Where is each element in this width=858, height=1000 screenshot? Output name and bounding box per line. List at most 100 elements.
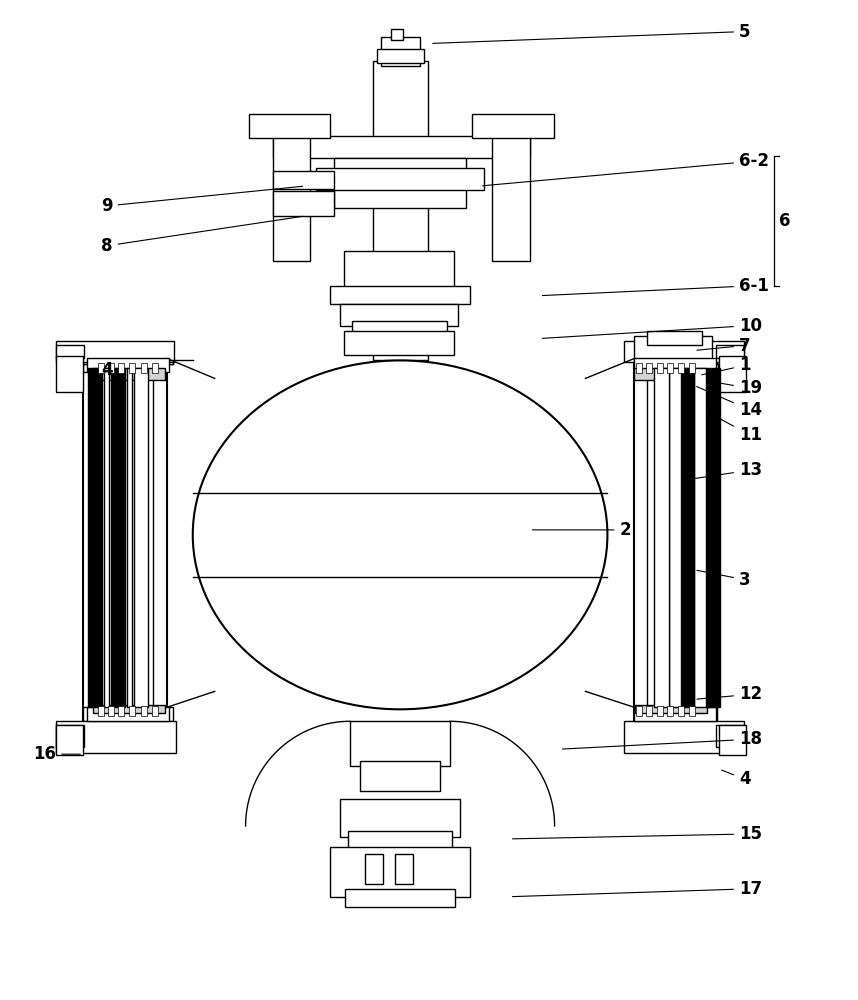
- Text: 10: 10: [542, 317, 762, 338]
- Bar: [635, 705, 707, 713]
- Bar: [273, 136, 529, 158]
- Bar: [344, 331, 454, 355]
- Bar: [647, 331, 702, 345]
- Text: 19: 19: [707, 379, 762, 397]
- Text: 3: 3: [697, 570, 751, 589]
- Bar: [719, 725, 746, 755]
- Bar: [341, 799, 460, 837]
- Bar: [706, 368, 720, 707]
- Text: 16: 16: [33, 745, 81, 763]
- Text: 18: 18: [562, 730, 762, 749]
- Text: 7: 7: [697, 337, 751, 355]
- Bar: [634, 358, 717, 364]
- Bar: [634, 358, 716, 372]
- Bar: [83, 707, 172, 721]
- Bar: [57, 721, 176, 753]
- Bar: [129, 706, 135, 716]
- Bar: [57, 345, 84, 358]
- Bar: [88, 707, 169, 721]
- Bar: [716, 345, 744, 358]
- Bar: [249, 114, 330, 138]
- Bar: [111, 368, 125, 707]
- Bar: [118, 363, 124, 373]
- Bar: [108, 706, 114, 716]
- Bar: [57, 356, 83, 392]
- Bar: [381, 37, 420, 66]
- Bar: [378, 49, 424, 63]
- Bar: [472, 114, 553, 138]
- Bar: [345, 889, 455, 907]
- Text: 5: 5: [432, 23, 751, 43]
- Bar: [335, 158, 466, 208]
- Bar: [57, 341, 174, 362]
- Bar: [668, 363, 674, 373]
- Bar: [98, 706, 104, 716]
- Bar: [152, 363, 158, 373]
- Bar: [118, 706, 124, 716]
- Text: 4: 4: [101, 361, 112, 379]
- Bar: [93, 368, 165, 380]
- Text: 6-1: 6-1: [542, 277, 769, 296]
- Bar: [57, 725, 84, 747]
- Text: 6-2: 6-2: [482, 152, 769, 186]
- Bar: [341, 304, 458, 326]
- Text: 15: 15: [512, 825, 762, 843]
- Bar: [127, 368, 132, 707]
- Bar: [353, 321, 447, 336]
- Text: 9: 9: [101, 186, 303, 215]
- Bar: [104, 368, 109, 707]
- Text: 17: 17: [512, 880, 762, 898]
- Text: 13: 13: [687, 461, 762, 480]
- Bar: [152, 706, 158, 716]
- Bar: [366, 854, 384, 884]
- Bar: [678, 706, 684, 716]
- Bar: [625, 341, 744, 362]
- Bar: [348, 831, 452, 851]
- Bar: [350, 721, 450, 766]
- Bar: [637, 706, 643, 716]
- Bar: [273, 191, 335, 216]
- Bar: [634, 364, 718, 372]
- Text: 1: 1: [702, 356, 751, 375]
- Bar: [88, 368, 102, 707]
- Bar: [634, 350, 717, 364]
- Text: 4: 4: [722, 770, 751, 788]
- Bar: [83, 364, 166, 372]
- Bar: [129, 363, 135, 373]
- Bar: [83, 350, 172, 364]
- Bar: [141, 363, 147, 373]
- Text: 8: 8: [101, 216, 303, 255]
- Bar: [634, 368, 706, 380]
- Bar: [637, 363, 643, 373]
- Bar: [655, 368, 669, 707]
- Bar: [273, 136, 311, 261]
- Bar: [689, 706, 695, 716]
- Ellipse shape: [193, 360, 607, 709]
- Bar: [98, 363, 104, 373]
- Text: 2: 2: [533, 521, 631, 539]
- Bar: [492, 136, 529, 261]
- Bar: [93, 705, 165, 713]
- Bar: [273, 171, 335, 189]
- Bar: [317, 168, 484, 190]
- Bar: [646, 706, 652, 716]
- Text: 12: 12: [697, 685, 762, 703]
- Bar: [634, 707, 716, 721]
- Bar: [108, 363, 114, 373]
- Bar: [657, 706, 663, 716]
- Bar: [344, 251, 454, 296]
- Text: 14: 14: [697, 386, 762, 419]
- Bar: [634, 336, 712, 363]
- Bar: [362, 334, 437, 351]
- Bar: [57, 725, 83, 755]
- Bar: [681, 368, 694, 707]
- Bar: [694, 368, 706, 707]
- Bar: [669, 368, 681, 707]
- Bar: [716, 725, 744, 747]
- Bar: [134, 368, 148, 707]
- Bar: [657, 363, 663, 373]
- Bar: [668, 706, 674, 716]
- Bar: [83, 358, 172, 364]
- Bar: [373, 61, 428, 360]
- Text: 6: 6: [779, 212, 790, 230]
